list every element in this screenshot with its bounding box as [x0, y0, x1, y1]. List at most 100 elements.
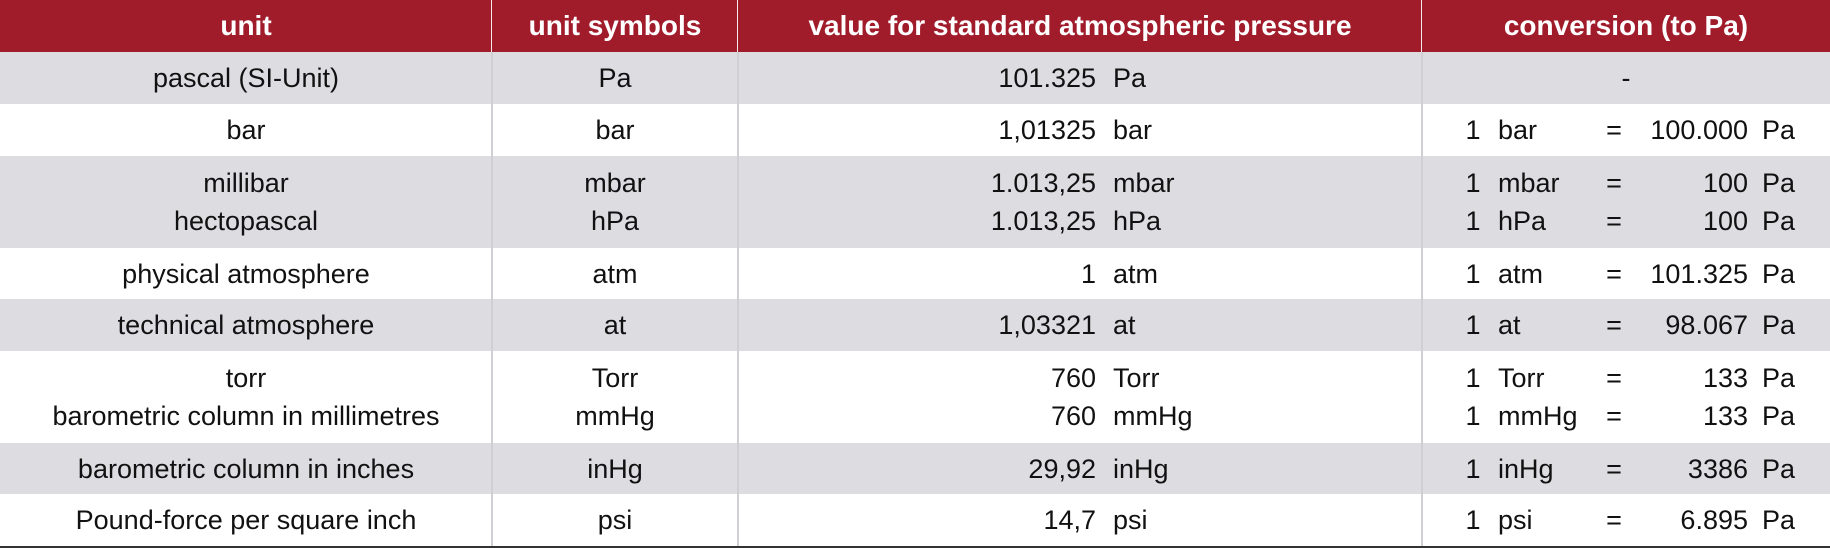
conversion-eq: =	[1606, 310, 1622, 340]
unit-name: pascal (SI-Unit)	[152, 63, 340, 93]
conversion-number: 100.000	[1650, 115, 1748, 145]
standard-value: 1.013,25	[990, 206, 1096, 236]
conversion-qty: 1	[1465, 453, 1481, 484]
standard-value-unit: mbar	[1113, 168, 1175, 198]
unit-symbol: at	[603, 310, 627, 340]
header-cell: conversion (to Pa)	[1503, 10, 1749, 41]
conversion-eq: =	[1606, 363, 1622, 393]
standard-value: 1,01325	[998, 115, 1096, 145]
conversion-unit: at	[1498, 310, 1521, 340]
header-cell: value for standard atmospheric pressure	[808, 10, 1352, 41]
conversion-qty: 1	[1465, 310, 1481, 340]
unit-name: barometric column in millimetres	[52, 401, 440, 431]
standard-value-unit: hPa	[1113, 206, 1162, 236]
conversion-qty: 1	[1465, 168, 1481, 198]
row-bg	[0, 52, 1830, 104]
conversion-number: 3386	[1687, 453, 1748, 484]
unit-symbol: hPa	[590, 206, 640, 236]
standard-value: 1	[1080, 258, 1096, 289]
conversion-eq: =	[1606, 258, 1622, 289]
column-divider	[491, 52, 493, 546]
unit-name: millibar	[203, 168, 289, 198]
conversion-unit: atm	[1498, 258, 1544, 289]
conversion-unit: inHg	[1498, 453, 1554, 484]
bottom-border	[0, 546, 1830, 548]
conversion-target: Pa	[1762, 401, 1796, 431]
standard-value-unit: inHg	[1113, 453, 1169, 484]
unit-symbol: mbar	[584, 168, 646, 198]
conversion-qty: 1	[1465, 363, 1481, 393]
conversion-target: Pa	[1762, 310, 1796, 340]
header-cell: unit symbols	[528, 10, 702, 41]
standard-value-unit: mmHg	[1113, 401, 1193, 431]
conversion-eq: =	[1606, 206, 1622, 236]
conversion-number: 100	[1702, 168, 1748, 198]
row-bg	[0, 494, 1830, 546]
conversion-unit: hPa	[1498, 206, 1547, 236]
conversion-eq: =	[1606, 453, 1622, 484]
conversion-eq: =	[1606, 505, 1622, 535]
conversion-target: Pa	[1762, 258, 1796, 289]
conversion-target: Pa	[1762, 505, 1796, 535]
standard-value: 1,03321	[998, 310, 1096, 340]
conversion-number: 133	[1702, 401, 1748, 431]
conversion-number: 100	[1702, 206, 1748, 236]
conversion-number: 98.067	[1665, 310, 1748, 340]
conversion-target: Pa	[1762, 453, 1796, 484]
row-bg	[0, 156, 1830, 248]
standard-value: 760	[1050, 401, 1096, 431]
conversion-number: 101.325	[1650, 258, 1748, 289]
standard-value: 760	[1050, 363, 1096, 393]
conversion-qty: 1	[1465, 401, 1481, 431]
conversion-unit: Torr	[1498, 363, 1545, 393]
standard-value-unit: Torr	[1113, 363, 1160, 393]
unit-name: torr	[225, 363, 267, 393]
conversion-target: Pa	[1762, 168, 1796, 198]
unit-name: technical atmosphere	[117, 310, 375, 340]
unit-name: physical atmosphere	[122, 258, 370, 289]
conversion-unit: mbar	[1498, 168, 1560, 198]
column-divider	[1421, 52, 1423, 546]
conversion-qty: 1	[1465, 505, 1481, 535]
standard-value: 14,7	[1043, 505, 1096, 535]
row-bg	[0, 104, 1830, 156]
conversion: -	[1621, 63, 1631, 93]
column-divider	[737, 52, 739, 546]
conversion-target: Pa	[1762, 206, 1796, 236]
row-bg	[0, 443, 1830, 494]
conversion-number: 133	[1702, 363, 1748, 393]
conversion-qty: 1	[1465, 206, 1481, 236]
unit-symbol: mmHg	[575, 401, 655, 431]
conversion-eq: =	[1606, 168, 1622, 198]
row-bg	[0, 299, 1830, 351]
unit-symbol: psi	[597, 505, 633, 535]
unit-name: barometric column in inches	[77, 453, 415, 484]
standard-value-unit: Pa	[1113, 63, 1147, 93]
header-cell: unit	[220, 10, 272, 41]
conversion-unit: psi	[1498, 505, 1533, 535]
unit-name: hectopascal	[173, 206, 319, 236]
unit-name: bar	[226, 115, 266, 145]
row-bg	[0, 351, 1830, 443]
conversion-qty: 1	[1465, 258, 1481, 289]
conversion-unit: mmHg	[1498, 401, 1578, 431]
conversion-target: Pa	[1762, 115, 1796, 145]
conversion-unit: bar	[1498, 115, 1538, 145]
conversion-eq: =	[1606, 401, 1622, 431]
conversion-qty: 1	[1465, 115, 1481, 145]
unit-symbol: Pa	[598, 63, 632, 93]
standard-value-unit: psi	[1113, 505, 1148, 535]
standard-value-unit: bar	[1113, 115, 1153, 145]
conversion-target: Pa	[1762, 363, 1796, 393]
standard-value: 29,92	[1028, 453, 1096, 484]
standard-value: 1.013,25	[990, 168, 1096, 198]
standard-value-unit: at	[1113, 310, 1136, 340]
unit-symbol: inHg	[587, 453, 643, 484]
standard-value-unit: atm	[1113, 258, 1159, 289]
header-bg	[0, 0, 1830, 52]
conversion-number: 6.895	[1680, 505, 1748, 535]
unit-symbol: bar	[595, 115, 635, 145]
unit-name: Pound-force per square inch	[75, 505, 417, 535]
row-bg	[0, 248, 1830, 299]
